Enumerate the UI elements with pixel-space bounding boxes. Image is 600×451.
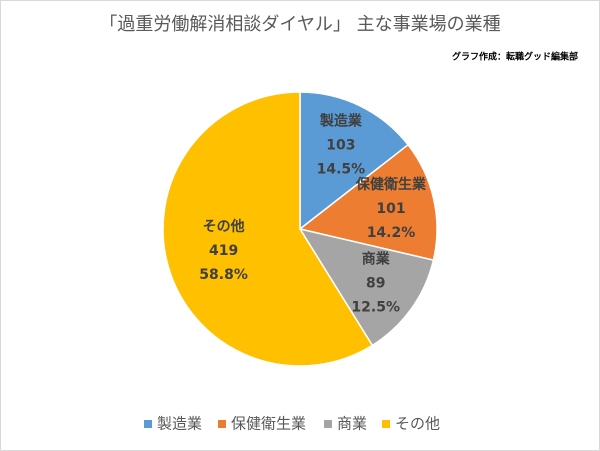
slice-category-label: その他 (203, 218, 245, 235)
pie-slice (162, 91, 374, 367)
chart-title: 「過重労働解消相談ダイヤル」 主な事業場の業種 (99, 14, 500, 35)
legend-label: 保健衛生業 (231, 415, 306, 433)
slice-percent-label: 12.5% (351, 299, 400, 315)
legend-label: 商業 (337, 415, 367, 433)
legend-label: その他 (395, 415, 440, 433)
slice-value-label: 89 (366, 275, 385, 291)
legend-swatch (218, 420, 226, 428)
slice-category-label: 商業 (362, 250, 391, 267)
chart-subtitle: グラフ作成：転職グッド編集部 (452, 51, 578, 63)
pie-slice (298, 227, 435, 347)
slice-category-label: 保健衛生業 (355, 176, 427, 193)
pie-slice (299, 91, 410, 231)
slice-percent-label: 14.2% (367, 225, 416, 241)
legend-swatch (382, 420, 390, 428)
legend-swatch (144, 420, 152, 428)
slice-value-label: 101 (376, 201, 405, 217)
slice-percent-label: 14.5% (317, 161, 366, 177)
slice-value-label: 419 (209, 243, 238, 259)
pie-slice (298, 143, 438, 262)
legend-label: 製造業 (157, 415, 202, 433)
slice-value-label: 103 (326, 137, 355, 153)
slice-category-label: 製造業 (319, 112, 363, 129)
legend-swatch (324, 420, 332, 428)
slice-percent-label: 58.8% (199, 267, 248, 283)
